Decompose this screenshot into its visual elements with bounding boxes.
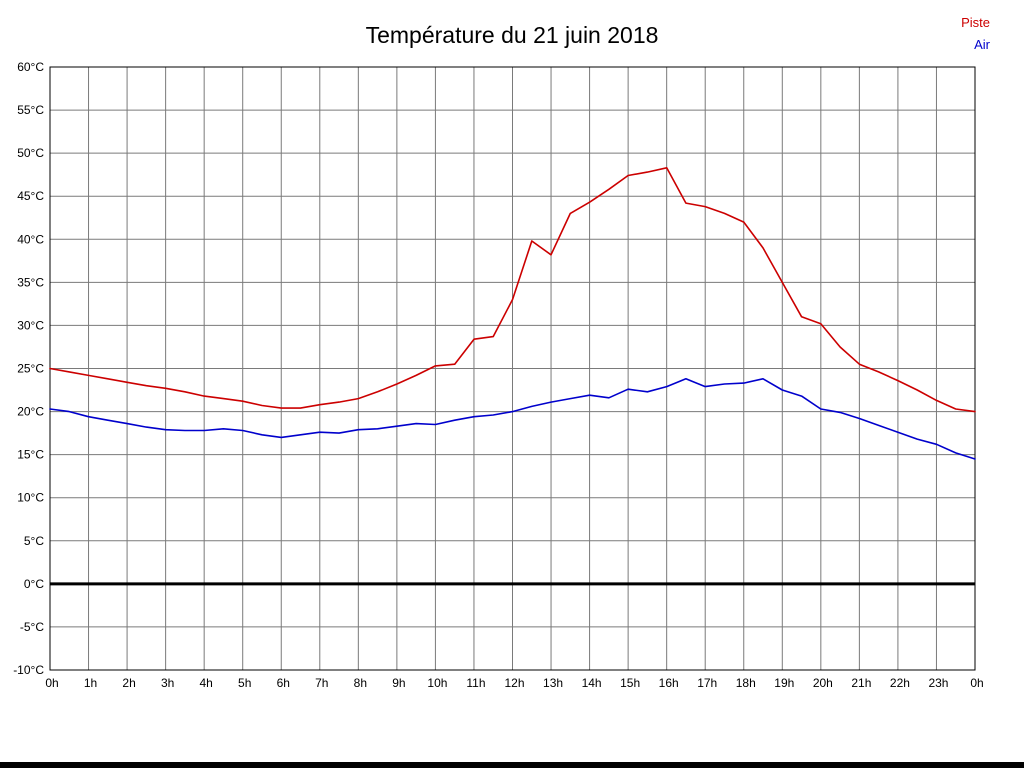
x-tick-label: 21h bbox=[851, 676, 871, 690]
chart-title: Température du 21 juin 2018 bbox=[365, 22, 659, 48]
x-tick-label: 6h bbox=[277, 676, 290, 690]
x-tick-label: 9h bbox=[392, 676, 405, 690]
x-tick-label: 1h bbox=[84, 676, 97, 690]
x-tick-label: 19h bbox=[774, 676, 794, 690]
x-tick-label: 17h bbox=[697, 676, 717, 690]
x-tick-label: 12h bbox=[504, 676, 524, 690]
x-tick-label: 10h bbox=[427, 676, 447, 690]
x-tick-label: 5h bbox=[238, 676, 251, 690]
y-tick-label: 5°C bbox=[24, 534, 44, 548]
x-tick-label: 3h bbox=[161, 676, 174, 690]
y-tick-label: 50°C bbox=[17, 146, 44, 160]
x-tick-label: 4h bbox=[199, 676, 212, 690]
y-tick-label: 35°C bbox=[17, 275, 44, 289]
y-tick-label: 25°C bbox=[17, 362, 44, 376]
y-tick-label: -10°C bbox=[13, 663, 44, 677]
x-tick-label: 18h bbox=[736, 676, 756, 690]
y-tick-label: 10°C bbox=[17, 491, 44, 505]
x-tick-label: 7h bbox=[315, 676, 328, 690]
x-tick-label: 0h bbox=[45, 676, 58, 690]
x-tick-label: 23h bbox=[928, 676, 948, 690]
x-tick-label: 11h bbox=[466, 676, 485, 690]
x-tick-label: 20h bbox=[813, 676, 833, 690]
bottom-border-bar bbox=[0, 762, 1024, 768]
y-tick-label: 40°C bbox=[17, 232, 44, 246]
y-tick-label: 20°C bbox=[17, 405, 44, 419]
series-line-piste bbox=[49, 167, 976, 413]
y-tick-label: 0°C bbox=[24, 577, 44, 591]
series-line-air bbox=[49, 377, 976, 460]
legend-item-air: Air bbox=[974, 37, 990, 52]
x-tick-label: 22h bbox=[890, 676, 910, 690]
x-tick-label: 0h bbox=[970, 676, 983, 690]
chart-legend: Piste Air bbox=[961, 12, 990, 56]
x-tick-label: 13h bbox=[543, 676, 563, 690]
x-tick-label: 14h bbox=[582, 676, 602, 690]
x-tick-label: 2h bbox=[122, 676, 135, 690]
x-tick-label: 15h bbox=[620, 676, 640, 690]
y-tick-label: 60°C bbox=[17, 60, 44, 74]
x-tick-label: 8h bbox=[354, 676, 367, 690]
legend-item-piste: Piste bbox=[961, 15, 990, 30]
x-tick-label: 16h bbox=[659, 676, 679, 690]
y-tick-label: 15°C bbox=[17, 448, 44, 462]
y-tick-label: 30°C bbox=[17, 318, 44, 332]
y-tick-label: 45°C bbox=[17, 189, 44, 203]
y-tick-label: -5°C bbox=[20, 620, 44, 634]
y-tick-label: 55°C bbox=[17, 103, 44, 117]
